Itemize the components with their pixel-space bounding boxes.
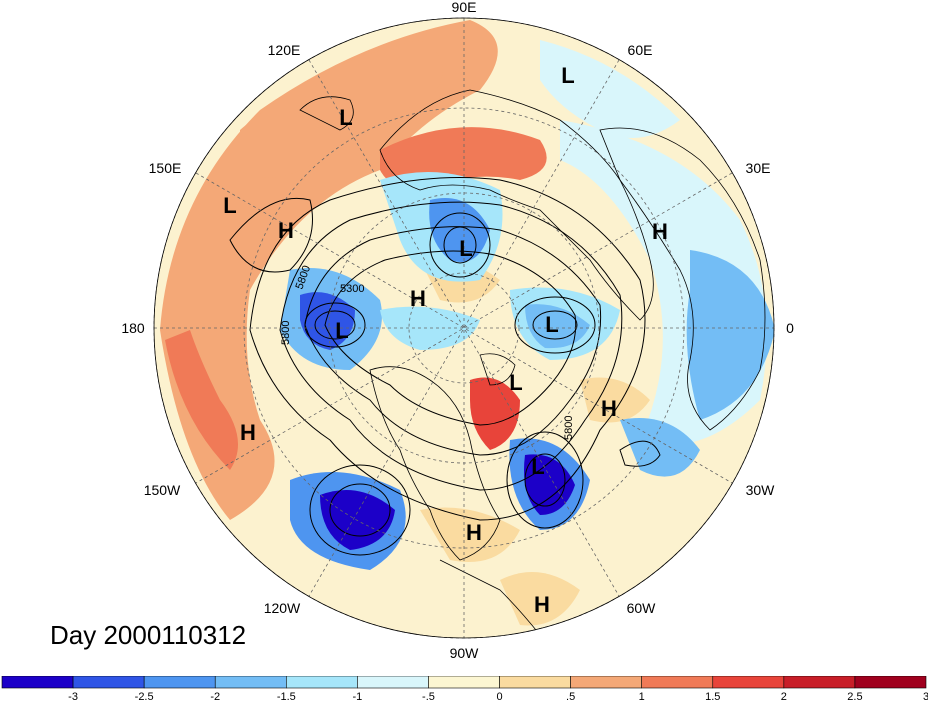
colorbar-box (854, 676, 927, 689)
colorbar-ticks: -3 -2.5 -2 -1.5 -1 -.5 0 .5 1 1.5 2 2.5 3 (68, 691, 928, 702)
pressure-system-markers: L L L H L H L L H H L H L H H (223, 63, 668, 617)
low-marker: L (339, 105, 352, 130)
colorbar: -3 -2.5 -2 -1.5 -1 -.5 0 .5 1 1.5 2 2.5 3 (1, 676, 928, 702)
colorbar-tick-label: -1.5 (277, 691, 296, 702)
colorbar-tick-label: -2 (210, 691, 220, 702)
low-marker: L (223, 193, 236, 218)
polar-map: 90E 120E 60E 150E 30E 180 0 150W 30W 120… (121, 0, 794, 661)
colorbar-tick-label: 1 (639, 691, 645, 702)
low-marker: L (459, 236, 472, 261)
longitude-labels: 90E 120E 60E 150E 30E 180 0 150W 30W 120… (121, 0, 794, 661)
colorbar-tick-label: 2.5 (847, 691, 862, 702)
high-marker: H (240, 420, 256, 445)
map-boundary (153, 17, 775, 639)
lon-label: 150W (144, 482, 181, 498)
high-marker: H (466, 520, 482, 545)
lon-label: 30E (746, 160, 771, 176)
lon-label: 90W (450, 645, 480, 661)
high-marker: H (410, 286, 426, 311)
colorbar-tick-label: 2 (781, 691, 787, 702)
colorbar-tick-label: -.5 (422, 691, 435, 702)
colorbar-boxes (1, 676, 927, 689)
colorbar-box (428, 676, 500, 689)
colorbar-tick-label: -1 (352, 691, 362, 702)
low-marker: L (509, 370, 522, 395)
colorbar-box (783, 676, 856, 689)
colorbar-box (286, 676, 358, 689)
high-marker: H (652, 219, 668, 244)
colorbar-tick-label: 1.5 (705, 691, 720, 702)
colorbar-box (1, 676, 74, 689)
low-marker: L (531, 454, 544, 479)
colorbar-tick-label: -2.5 (135, 691, 154, 702)
low-marker: L (561, 63, 574, 88)
colorbar-box (214, 676, 287, 689)
contour-label: 5300 (340, 283, 364, 295)
day-title: Day 2000110312 (50, 620, 247, 650)
colorbar-box (357, 676, 429, 689)
contour-label: 5800 (563, 416, 575, 440)
high-marker: H (534, 592, 550, 617)
lon-label: 60E (628, 42, 653, 58)
lon-label: 90E (452, 0, 477, 15)
low-marker: L (545, 312, 558, 337)
colorbar-box (712, 676, 785, 689)
lon-label: 30W (746, 482, 776, 498)
lon-label: 0 (786, 320, 794, 336)
low-marker: L (335, 318, 348, 343)
colorbar-tick-label: 0 (496, 691, 502, 702)
lon-label: 180 (121, 320, 145, 336)
lon-label: 120E (268, 42, 301, 58)
coastlines (299, 89, 766, 636)
colorbar-tick-label: .5 (566, 691, 575, 702)
colorbar-box (499, 676, 571, 689)
geopotential-contours (229, 177, 661, 556)
colorbar-box (570, 676, 642, 689)
high-marker: H (601, 396, 617, 421)
colorbar-tick-label: 3 (923, 691, 928, 702)
colorbar-tick-label: -3 (68, 691, 78, 702)
contour-label: 5800 (280, 321, 292, 345)
lon-label: 150E (149, 160, 182, 176)
colorbar-box (641, 676, 714, 689)
colorbar-box (72, 676, 145, 689)
lon-label: 120W (264, 600, 301, 616)
lon-label: 60W (627, 600, 657, 616)
colorbar-box (143, 676, 216, 689)
high-marker: H (278, 218, 294, 243)
